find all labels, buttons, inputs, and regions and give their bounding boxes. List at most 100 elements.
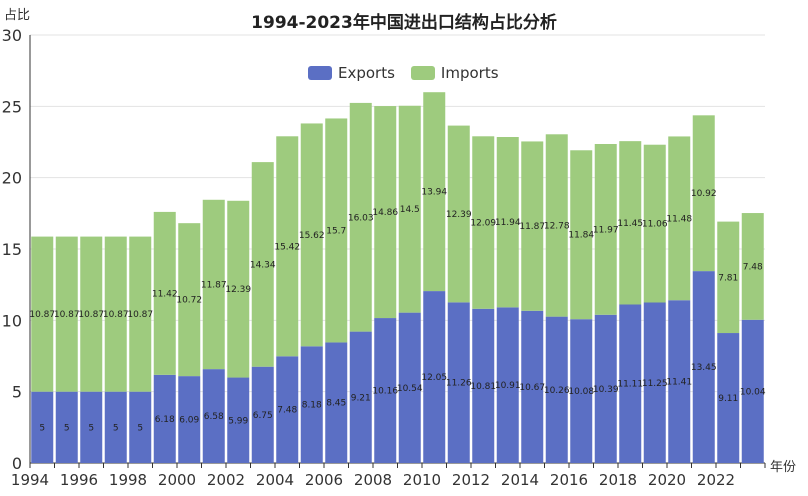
data-label-exports: 10.16 — [372, 387, 398, 397]
bar-exports[interactable] — [129, 391, 152, 463]
bar-imports[interactable] — [423, 92, 446, 292]
data-label-imports: 10.87 — [54, 310, 80, 320]
bar-imports[interactable] — [276, 136, 299, 357]
data-label-imports: 12.78 — [544, 221, 570, 231]
bar-imports[interactable] — [643, 144, 666, 303]
data-label-imports: 11.97 — [593, 225, 619, 235]
data-label-exports: 12.05 — [421, 373, 447, 383]
data-label-exports: 6.58 — [204, 412, 224, 422]
x-tick-label: 2022 — [697, 471, 735, 489]
bar-exports[interactable] — [447, 302, 470, 463]
bar-exports[interactable] — [276, 356, 299, 463]
bar-exports[interactable] — [202, 369, 225, 463]
bar-imports[interactable] — [741, 213, 764, 320]
x-tick-label: 2020 — [648, 471, 686, 489]
data-label-imports: 10.92 — [691, 189, 717, 199]
x-tick-label: 2014 — [501, 471, 539, 489]
bar-exports[interactable] — [325, 342, 348, 463]
data-label-imports: 11.87 — [201, 280, 227, 290]
bar-imports[interactable] — [80, 236, 103, 392]
bar-exports[interactable] — [374, 318, 397, 463]
bar-imports[interactable] — [55, 236, 78, 392]
bar-imports[interactable] — [349, 102, 372, 332]
bar-exports[interactable] — [717, 333, 740, 463]
bar-imports[interactable] — [570, 150, 593, 320]
bar-imports[interactable] — [472, 136, 495, 309]
bar-exports[interactable] — [153, 374, 176, 463]
bar-imports[interactable] — [325, 118, 348, 343]
bar-imports[interactable] — [496, 137, 519, 308]
data-label-imports: 7.81 — [718, 273, 738, 283]
data-label-exports: 10.04 — [740, 387, 766, 397]
bar-imports[interactable] — [545, 134, 568, 317]
bar-exports[interactable] — [423, 291, 446, 463]
bar-exports[interactable] — [31, 391, 54, 463]
bar-imports[interactable] — [521, 141, 544, 311]
bar-imports[interactable] — [300, 123, 323, 347]
data-label-exports: 10.91 — [495, 381, 521, 391]
bar-imports[interactable] — [202, 199, 225, 370]
bar-imports[interactable] — [717, 221, 740, 334]
bar-exports[interactable] — [594, 314, 617, 463]
bar-imports[interactable] — [104, 236, 127, 392]
data-label-exports: 10.54 — [397, 384, 423, 394]
data-label-imports: 10.87 — [127, 310, 153, 320]
data-label-exports: 11.41 — [666, 378, 692, 388]
data-label-exports: 9.11 — [718, 394, 738, 404]
data-label-imports: 11.45 — [617, 219, 643, 229]
bar-exports[interactable] — [692, 271, 715, 463]
bar-exports[interactable] — [496, 307, 519, 463]
bar-exports[interactable] — [619, 304, 642, 463]
bar-imports[interactable] — [251, 162, 274, 367]
bar-imports[interactable] — [447, 125, 470, 303]
bar-exports[interactable] — [398, 312, 421, 463]
bar-imports[interactable] — [398, 105, 421, 313]
bar-exports[interactable] — [104, 391, 127, 463]
y-axis-label: 占比 — [4, 8, 31, 23]
bar-imports[interactable] — [619, 141, 642, 305]
bar-exports[interactable] — [349, 331, 372, 463]
data-label-exports: 9.21 — [351, 393, 371, 403]
bar-exports[interactable] — [472, 308, 495, 463]
data-label-exports: 13.45 — [691, 363, 717, 373]
bar-exports[interactable] — [521, 310, 544, 463]
bar-exports[interactable] — [251, 366, 274, 463]
bar-exports[interactable] — [55, 391, 78, 463]
x-tick-label: 2016 — [550, 471, 588, 489]
data-label-exports: 11.25 — [642, 379, 668, 389]
bar-imports[interactable] — [227, 200, 250, 378]
bar-exports[interactable] — [545, 316, 568, 463]
x-tick-label: 1994 — [11, 471, 49, 489]
bar-exports[interactable] — [741, 319, 764, 463]
bar-imports[interactable] — [594, 143, 617, 315]
bar-exports[interactable] — [300, 346, 323, 463]
bar-exports[interactable] — [668, 300, 691, 463]
bar-imports[interactable] — [692, 115, 715, 272]
bar-exports[interactable] — [570, 319, 593, 463]
bar-exports[interactable] — [227, 377, 250, 463]
data-label-imports: 14.86 — [372, 208, 398, 218]
bar-imports[interactable] — [153, 211, 176, 375]
data-label-imports: 15.62 — [299, 231, 325, 241]
data-label-exports: 5 — [64, 423, 70, 433]
data-label-exports: 10.81 — [470, 382, 496, 392]
data-label-exports: 11.26 — [446, 379, 472, 389]
bar-imports[interactable] — [129, 236, 152, 392]
bar-imports[interactable] — [31, 236, 54, 392]
bar-imports[interactable] — [374, 106, 397, 319]
bar-exports[interactable] — [643, 302, 666, 464]
x-tick-label: 1998 — [109, 471, 147, 489]
bar-imports[interactable] — [178, 223, 201, 377]
legend-item-exports[interactable]: Exports — [308, 64, 395, 82]
bar-exports[interactable] — [80, 391, 103, 463]
legend-swatch-exports — [308, 66, 332, 80]
bar-exports[interactable] — [178, 376, 201, 463]
x-tick-label: 1996 — [60, 471, 98, 489]
data-label-imports: 7.48 — [743, 262, 763, 272]
data-label-imports: 11.48 — [666, 214, 692, 224]
x-tick-label: 2002 — [207, 471, 245, 489]
y-tick-label: 10 — [2, 311, 22, 330]
legend-item-imports[interactable]: Imports — [410, 64, 499, 82]
bar-imports[interactable] — [668, 136, 691, 301]
data-label-imports: 12.09 — [470, 219, 496, 229]
